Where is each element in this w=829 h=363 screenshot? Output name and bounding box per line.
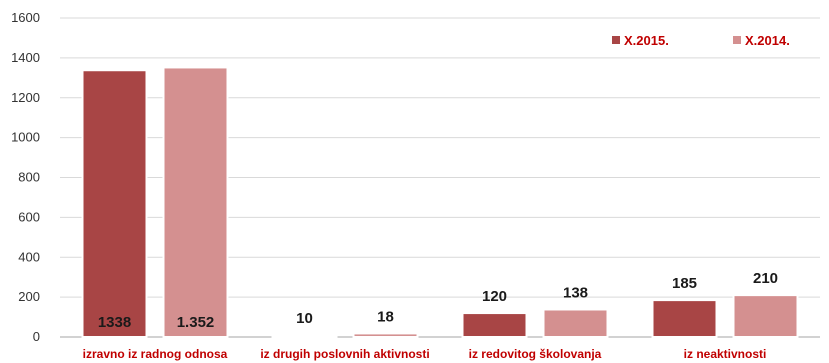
y-tick-label-600: 600: [18, 209, 40, 224]
data-label-x2015-3: 185: [672, 275, 697, 292]
data-label-x2015-0: 1338: [98, 314, 131, 331]
x-category-label-1: iz drugih poslovnih aktivnosti: [260, 347, 429, 361]
y-tick-label-800: 800: [18, 170, 40, 185]
y-tick-label-1600: 1600: [11, 10, 40, 25]
bar-x2014-1: [352, 332, 419, 339]
y-tick-label-1200: 1200: [11, 90, 40, 105]
bar-x2015-3: [651, 299, 718, 339]
bar-x2014-0: [162, 66, 229, 338]
bar-x2014-3: [732, 294, 799, 339]
bar-x2015-0: [81, 69, 148, 339]
x-category-label-3: iz neaktivnosti: [684, 347, 767, 361]
bar-x2014-2: [542, 308, 609, 338]
legend-label-x2014: X.2014.: [745, 33, 790, 48]
y-tick-label-0: 0: [33, 329, 40, 344]
data-label-x2015-2: 120: [482, 288, 507, 305]
bar-x2015-2: [461, 312, 528, 339]
x-category-label-2: iz redovitog školovanja: [469, 347, 602, 361]
legend-label-x2015: X.2015.: [624, 33, 669, 48]
data-label-x2015-1: 10: [296, 310, 313, 327]
x-category-label-0: izravno iz radnog odnosa: [83, 347, 228, 361]
bar-x2015-1: [271, 334, 338, 339]
y-tick-label-200: 200: [18, 289, 40, 304]
data-label-x2014-1: 18: [377, 308, 394, 325]
y-tick-label-400: 400: [18, 249, 40, 264]
legend-swatch-x2015: [612, 36, 620, 44]
data-label-x2014-0: 1.352: [177, 314, 215, 331]
y-tick-label-1000: 1000: [11, 130, 40, 145]
legend-swatch-x2014: [733, 36, 741, 44]
y-tick-label-1400: 1400: [11, 50, 40, 65]
data-label-x2014-3: 210: [753, 270, 778, 287]
data-label-x2014-2: 138: [563, 284, 588, 301]
